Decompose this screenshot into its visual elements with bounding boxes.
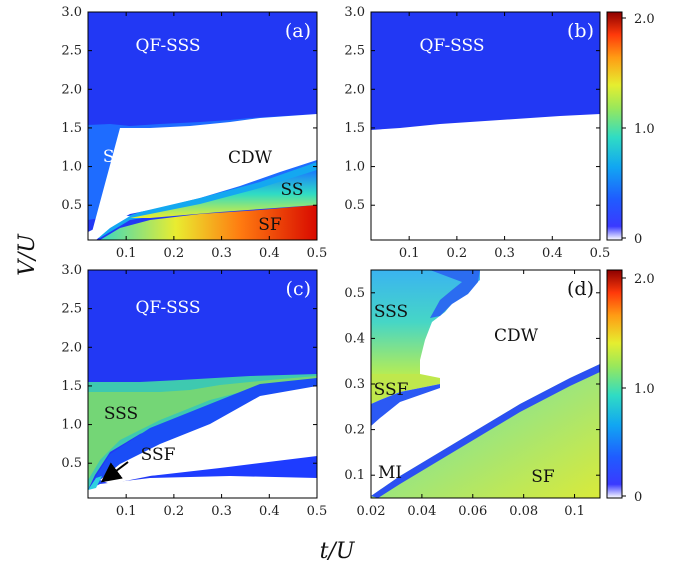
- colorbar-tick-label: 0: [634, 490, 642, 505]
- y-tick-label: 2.0: [61, 340, 82, 355]
- y-tick-label: 2.0: [344, 82, 365, 97]
- ss-region: [130, 170, 317, 218]
- x-tick-label: 0.2: [447, 246, 468, 261]
- y-tick-label: 1.5: [344, 121, 365, 136]
- y-tick-label: 0.5: [344, 198, 365, 213]
- x-tick-label: 0.08: [509, 504, 538, 519]
- y-tick-label: 0.5: [61, 198, 82, 213]
- region-label: SS: [281, 180, 304, 200]
- cdw-wedge: [88, 216, 130, 240]
- y-axis-label: V/U: [15, 233, 40, 276]
- x-axis-label: t/U: [320, 539, 356, 564]
- y-tick-label: 0.4: [344, 331, 365, 346]
- y-tick-label: 0.5: [344, 286, 365, 301]
- y-tick-label: 3.0: [61, 5, 82, 20]
- y-tick-label: 3.0: [344, 5, 365, 20]
- y-tick-label: 0.1: [344, 468, 365, 483]
- y-tick-label: 2.5: [61, 44, 82, 59]
- region-label: QF-SSS: [135, 298, 200, 318]
- y-tick-label: 2.5: [344, 44, 365, 59]
- y-tick-label: 1.5: [61, 121, 82, 136]
- x-tick-label: 0.1: [399, 246, 420, 261]
- cdw-region: [100, 386, 317, 484]
- x-tick-label: 0.3: [494, 246, 515, 261]
- y-tick-label: 2.0: [61, 82, 82, 97]
- colorbar-bottom: [606, 269, 626, 499]
- ssf-region: [371, 374, 440, 404]
- y-tick-label: 0.2: [344, 423, 365, 438]
- region-label: SF: [531, 467, 555, 487]
- region-label: CDW: [228, 148, 273, 168]
- y-tick-label: 0.3: [344, 377, 365, 392]
- panel-b: [370, 11, 601, 241]
- x-tick-label: 0.04: [407, 504, 436, 519]
- x-tick-label: 0.1: [116, 246, 137, 261]
- colorbar-tick-label: 1.0: [634, 122, 655, 137]
- region-label: SSF: [374, 380, 409, 400]
- region-label: CDW: [494, 326, 539, 346]
- y-tick-label: 1.0: [344, 160, 365, 175]
- region-label: QF-SSS: [419, 36, 484, 56]
- region-label: MI: [378, 463, 402, 483]
- y-tick-label: 1.0: [61, 160, 82, 175]
- cdw-region: [88, 114, 317, 240]
- region-label: SS: [285, 440, 308, 460]
- x-tick-label: 0.3: [211, 246, 232, 261]
- sf-region: [100, 205, 317, 240]
- x-tick-label: 0.5: [307, 246, 328, 261]
- panel-d: [370, 269, 601, 499]
- y-tick-label: 1.0: [61, 418, 82, 433]
- colorbar-tick-label: 2.0: [634, 12, 655, 27]
- ssf-arrow: [100, 461, 129, 483]
- region-label: SSS: [104, 404, 138, 424]
- ssf-region: [88, 476, 102, 490]
- region-label: QF-SSS: [135, 36, 200, 56]
- region-label: SF: [258, 215, 282, 235]
- x-tick-label: 0.2: [164, 504, 185, 519]
- panel-c: [87, 269, 318, 499]
- panel-label: (a): [285, 20, 311, 42]
- x-tick-label: 0.06: [458, 504, 487, 519]
- x-tick-label: 0.4: [259, 246, 280, 261]
- colorbar-tick-label: 2.0: [634, 272, 655, 287]
- panel-label: (b): [567, 20, 594, 42]
- x-tick-label: 0.5: [590, 246, 611, 261]
- panel-label: (c): [286, 278, 311, 300]
- y-tick-label: 0.5: [61, 456, 82, 471]
- panel-label: (d): [567, 278, 594, 300]
- x-tick-label: 0.1: [564, 504, 585, 519]
- qf-sss-region: [371, 12, 600, 130]
- x-tick-label: 0.4: [542, 246, 563, 261]
- y-tick-label: 3.0: [61, 263, 82, 278]
- x-tick-label: 0.5: [307, 504, 328, 519]
- region-label: SSS: [103, 147, 137, 167]
- colorbar-top: [606, 11, 626, 241]
- x-tick-label: 0.1: [116, 504, 137, 519]
- colorbar-tick-label: 0: [634, 232, 642, 247]
- x-tick-label: 0.2: [164, 246, 185, 261]
- ss-region: [150, 456, 317, 478]
- x-tick-label: 0.3: [211, 504, 232, 519]
- colorbar-tick-label: 1.0: [634, 382, 655, 397]
- region-label: SSS: [374, 302, 408, 322]
- y-tick-label: 2.5: [61, 302, 82, 317]
- ss-band: [95, 162, 317, 238]
- x-tick-label: 0.02: [357, 504, 386, 519]
- panel-a: [87, 11, 318, 241]
- region-label: SSF: [141, 445, 176, 465]
- y-tick-label: 1.5: [61, 379, 82, 394]
- x-tick-label: 0.4: [259, 504, 280, 519]
